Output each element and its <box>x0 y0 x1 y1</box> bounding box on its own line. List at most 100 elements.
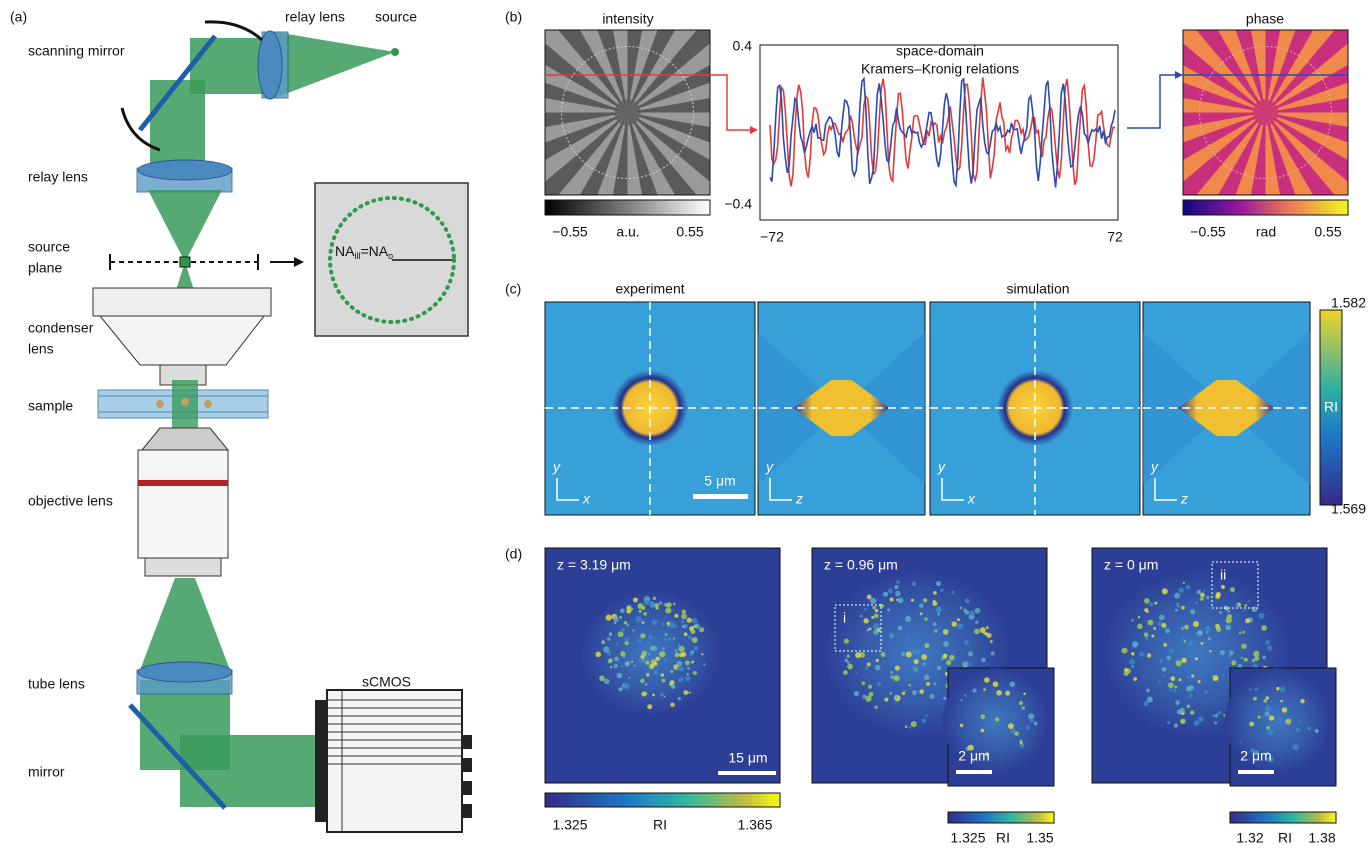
organelle <box>943 697 946 700</box>
objective-band <box>138 480 228 486</box>
organelle <box>847 655 850 658</box>
organelle <box>864 608 867 611</box>
colorbar <box>545 200 710 215</box>
source-point <box>391 48 399 56</box>
organelle <box>883 592 888 597</box>
x-tick-label: 72 <box>1107 229 1123 245</box>
organelle <box>1026 726 1030 730</box>
organelle <box>854 691 859 696</box>
organelle <box>1146 689 1150 693</box>
lens <box>258 31 282 99</box>
particle <box>204 400 212 408</box>
connector <box>462 735 472 749</box>
organelle <box>1253 651 1259 657</box>
organelle <box>1184 640 1186 642</box>
organelle <box>1217 711 1221 715</box>
scale-bar <box>1238 770 1274 774</box>
depth-label: z = 0.96 μm <box>824 557 898 573</box>
y-tick-label: −0.4 <box>724 196 752 212</box>
organelle <box>1244 604 1247 607</box>
organelle <box>964 640 969 645</box>
organelle <box>1206 596 1209 599</box>
organelle <box>940 589 943 592</box>
organelle <box>1276 687 1280 691</box>
organelle <box>1019 701 1023 705</box>
particle <box>156 400 164 408</box>
depth-label: z = 0 μm <box>1104 557 1158 573</box>
organelle <box>645 661 649 665</box>
organelle <box>1265 640 1270 645</box>
arrowhead <box>1175 71 1183 79</box>
colorbar-label: 0.55 <box>1314 224 1341 240</box>
organelle <box>860 615 863 618</box>
organelle <box>1240 741 1242 743</box>
organelle <box>993 681 999 687</box>
panel-d: (d) z = 3.19 μm15 μm1.325RI1.365z = 0.96… <box>505 546 1336 846</box>
organelle <box>670 680 675 685</box>
organelle <box>873 629 879 635</box>
organelle <box>870 598 876 604</box>
panel-label: (c) <box>505 281 521 297</box>
organelle <box>1214 722 1217 725</box>
organelle <box>867 629 869 631</box>
organelle <box>681 613 687 619</box>
organelle <box>1212 675 1218 681</box>
organelle <box>1143 701 1148 706</box>
colorbar-label: 1.582 <box>1331 295 1366 311</box>
organelle <box>946 660 951 665</box>
organelle <box>855 652 861 658</box>
organelle <box>1258 716 1261 719</box>
organelle <box>960 607 962 609</box>
organelle <box>1280 686 1286 692</box>
organelle <box>943 641 949 647</box>
organelle <box>624 621 627 624</box>
organelle <box>1015 714 1017 716</box>
organelle <box>693 671 697 675</box>
organelle <box>930 694 935 699</box>
label: relay lens <box>285 9 345 25</box>
organelle <box>1263 699 1267 703</box>
organelle <box>877 682 881 686</box>
organelle <box>1154 602 1157 605</box>
organelle <box>960 699 962 701</box>
column-title: experiment <box>615 281 684 297</box>
organelle <box>681 620 685 624</box>
organelle <box>1300 699 1304 703</box>
organelle <box>625 662 630 667</box>
organelle <box>619 616 622 619</box>
organelle <box>626 624 629 627</box>
organelle <box>875 609 879 613</box>
organelle <box>1248 600 1250 602</box>
organelle <box>890 671 893 674</box>
organelle <box>649 601 655 607</box>
organelle <box>1285 719 1291 725</box>
organelle <box>949 655 955 661</box>
organelle <box>595 652 601 658</box>
organelle <box>1205 626 1211 632</box>
label: source <box>375 9 417 25</box>
organelle <box>653 670 658 675</box>
organelle <box>648 653 650 655</box>
organelle <box>631 661 633 663</box>
lens <box>138 160 232 180</box>
organelle <box>943 629 949 635</box>
organelle <box>865 666 868 669</box>
organelle <box>1159 659 1163 663</box>
cell <box>580 590 721 717</box>
connector <box>462 804 472 818</box>
organelle <box>1255 687 1259 691</box>
organelle <box>933 622 937 626</box>
focus <box>180 257 190 267</box>
organelle <box>643 659 645 661</box>
organelle <box>683 624 688 629</box>
organelle <box>629 607 633 611</box>
scale-bar-label: 2 μm <box>1240 748 1271 764</box>
organelle <box>682 609 686 613</box>
organelle <box>670 703 674 707</box>
organelle <box>1132 641 1138 647</box>
organelle <box>1162 588 1168 594</box>
organelle <box>912 582 916 586</box>
image-title: phase <box>1246 11 1284 27</box>
organelle <box>957 623 963 629</box>
organelle <box>1148 620 1154 626</box>
